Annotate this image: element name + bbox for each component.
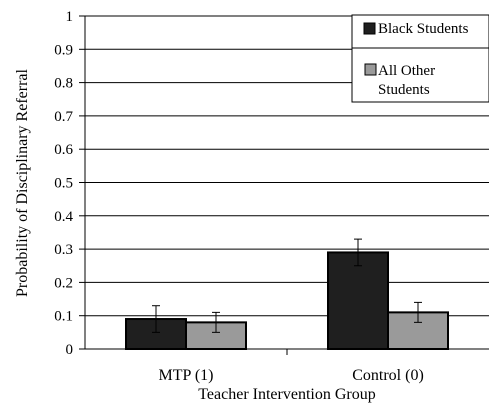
y-tick-label: 0.6 bbox=[54, 142, 73, 158]
y-tick-label: 0.9 bbox=[54, 42, 73, 58]
y-tick-label: 1 bbox=[66, 9, 74, 25]
x-tick-label: Control (0) bbox=[352, 367, 424, 384]
x-axis-label: Teacher Intervention Group bbox=[198, 386, 375, 403]
y-tick-label: 0.4 bbox=[54, 209, 73, 225]
x-axis-ticks: MTP (1) Control (0) bbox=[159, 349, 424, 384]
x-tick-label: MTP (1) bbox=[159, 367, 214, 384]
y-tick-label: 0.5 bbox=[54, 176, 73, 192]
y-tick-label: 0.8 bbox=[54, 76, 73, 92]
error-bars bbox=[152, 238, 422, 333]
y-tick-label: 0.1 bbox=[54, 309, 73, 325]
y-tick-label: 0.7 bbox=[54, 109, 73, 125]
y-tick-label: 0.2 bbox=[54, 275, 73, 291]
bar bbox=[327, 251, 389, 350]
legend: Black Students All Other Students bbox=[351, 14, 489, 103]
legend-label-black-students: Black Students bbox=[378, 21, 469, 37]
bars bbox=[125, 251, 449, 350]
legend-swatch-black-students bbox=[363, 22, 376, 35]
y-tick-label: 0 bbox=[66, 342, 74, 358]
legend-label-all-other-students-line2: Students bbox=[378, 82, 430, 98]
y-axis-label: Probability of Disciplinary Referral bbox=[14, 68, 31, 296]
y-axis-ticks: 0 0.1 0.2 0.3 0.4 0.5 0.6 0.7 0.8 0.9 1 bbox=[54, 9, 85, 358]
y-tick-label: 0.3 bbox=[54, 242, 73, 258]
legend-label-all-other-students-line1: All Other bbox=[378, 63, 435, 79]
legend-swatch-all-other-students bbox=[364, 63, 377, 76]
